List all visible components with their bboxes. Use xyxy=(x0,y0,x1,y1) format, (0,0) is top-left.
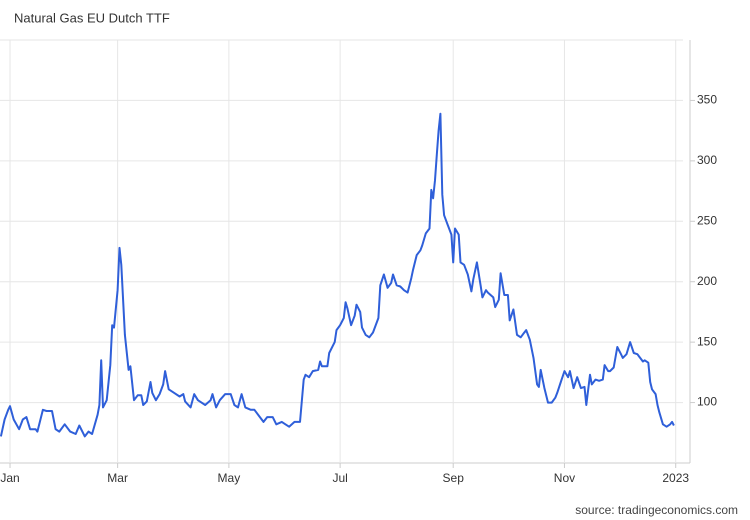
y-tick-label: 250 xyxy=(697,213,717,227)
y-tick-label: 200 xyxy=(697,274,717,288)
y-tick-label: 150 xyxy=(697,334,717,348)
x-tick-label: Jan xyxy=(0,471,19,485)
x-tick-label: Mar xyxy=(107,471,128,485)
y-tick-label: 100 xyxy=(697,395,717,409)
data-line xyxy=(0,112,675,438)
x-tick-label: Jul xyxy=(332,471,347,485)
source: source: tradingeconomics.com xyxy=(575,503,738,517)
chart-title: Natural Gas EU Dutch TTF xyxy=(14,10,170,25)
x-tick-label: May xyxy=(218,471,241,485)
x-tick-label: 2023 xyxy=(662,471,689,485)
x-tick-label: Nov xyxy=(554,471,575,485)
x-tick-label: Sep xyxy=(443,471,465,485)
y-tick-label: 350 xyxy=(697,93,717,107)
y-tick-label: 300 xyxy=(697,153,717,167)
